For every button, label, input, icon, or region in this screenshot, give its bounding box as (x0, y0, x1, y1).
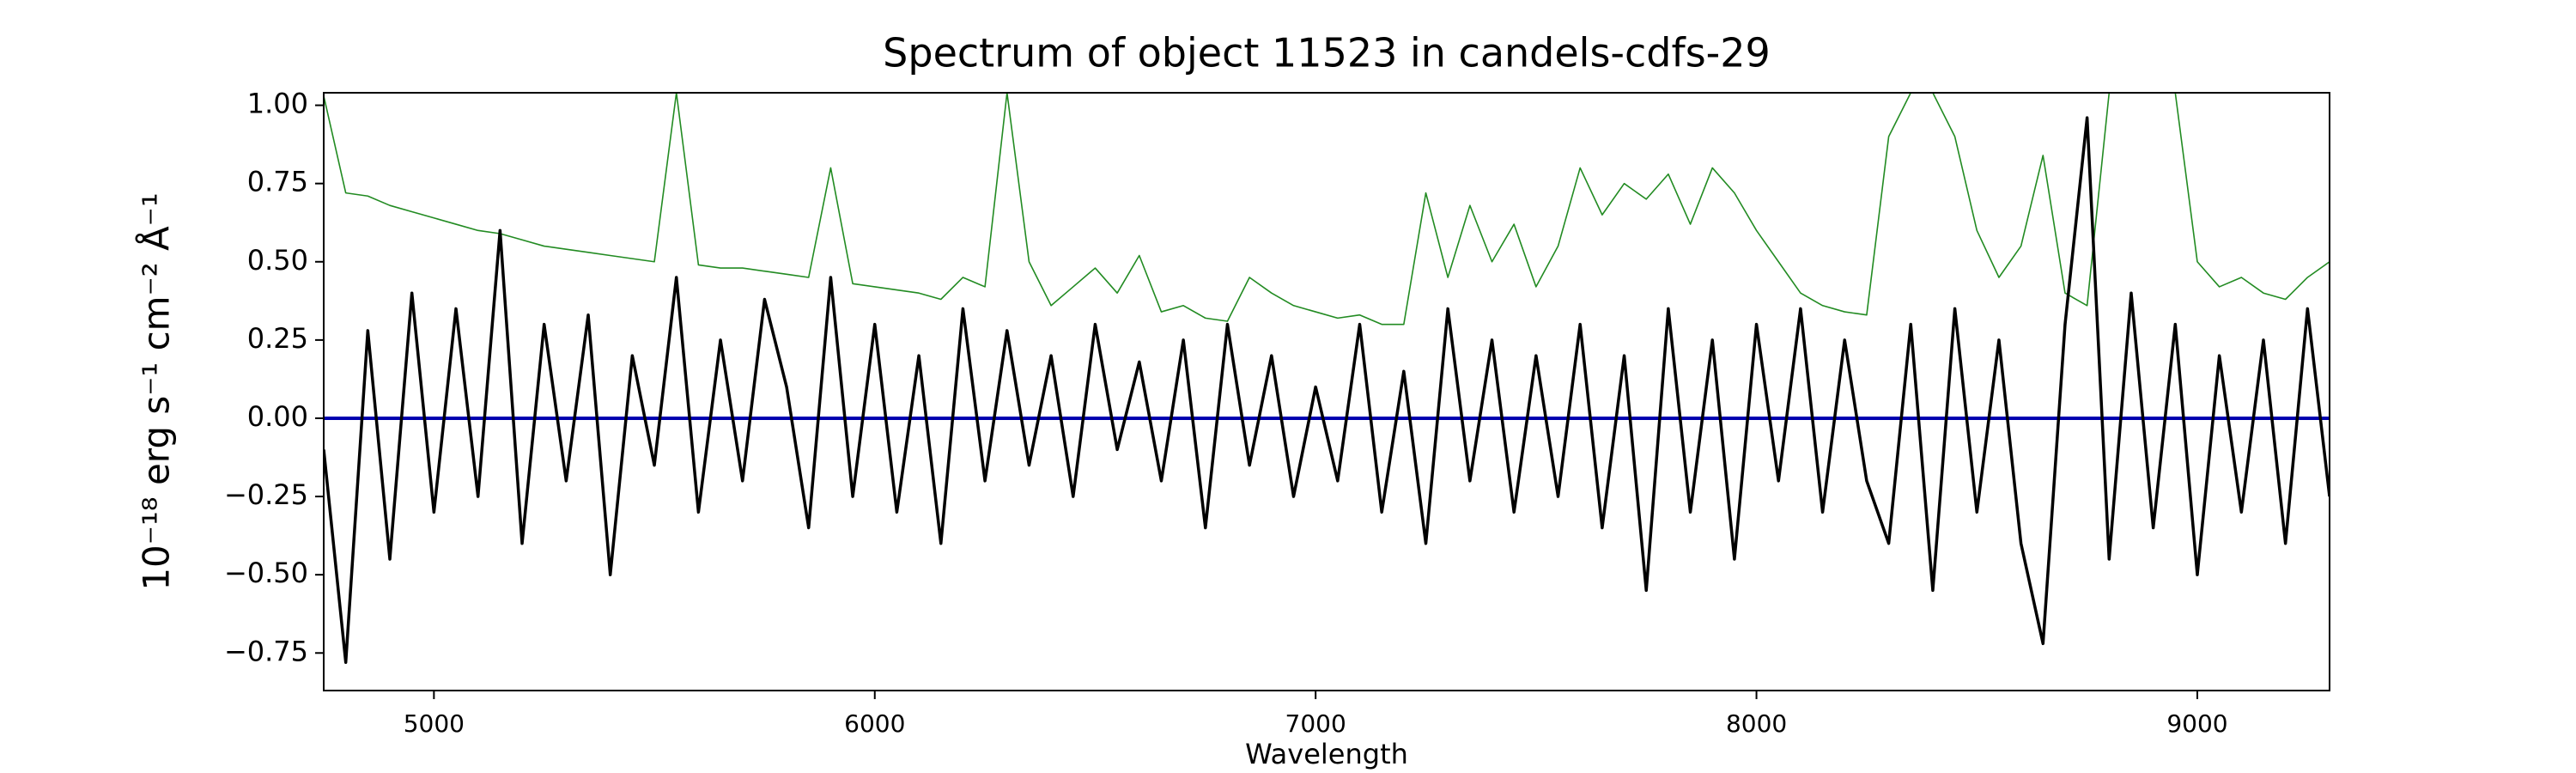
y-tick-label: −0.75 (224, 635, 308, 667)
y-tick-label: −0.50 (224, 557, 308, 589)
y-tick-label: 0.50 (247, 244, 308, 277)
x-tick-label: 5000 (404, 709, 465, 738)
x-axis-label: Wavelength (1245, 738, 1408, 770)
x-tick-label: 8000 (1726, 709, 1787, 738)
y-tick-label: 0.25 (247, 322, 308, 355)
y-tick-label: 1.00 (247, 88, 308, 120)
plot-area (324, 93, 2330, 664)
spectrum-line (324, 93, 2330, 326)
x-tick-label: 6000 (844, 709, 905, 738)
spectrum-line (324, 116, 2330, 664)
chart-title: Spectrum of object 11523 in candels-cdfs… (883, 30, 1771, 76)
x-tick-label: 9000 (2166, 709, 2227, 738)
y-tick-label: −0.25 (224, 478, 308, 511)
plot-frame (323, 92, 2330, 691)
y-tick-label: 0.00 (247, 400, 308, 433)
y-axis-label: 10⁻¹⁸ erg s⁻¹ cm⁻² Å⁻¹ (135, 192, 178, 590)
x-tick-label: 7000 (1285, 709, 1346, 738)
y-tick-label: 0.75 (247, 166, 308, 198)
